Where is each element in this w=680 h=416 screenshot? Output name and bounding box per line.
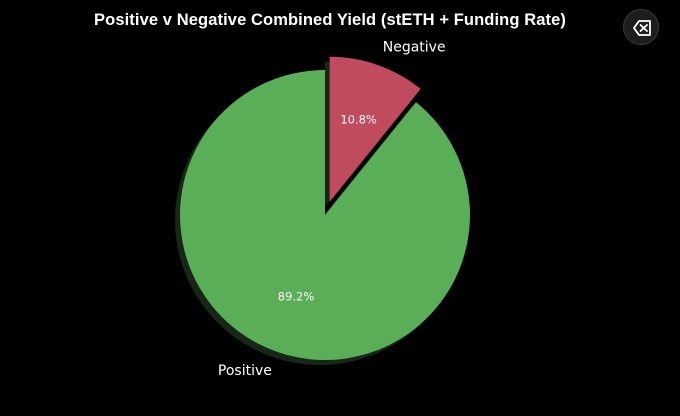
slice-label-positive: Positive (218, 363, 272, 379)
slice-percent-positive: 89.2% (278, 290, 315, 304)
chart-title: Positive v Negative Combined Yield (stET… (94, 11, 566, 29)
expand-collapse-icon (633, 20, 651, 36)
slice-percent-negative: 10.8% (340, 112, 377, 126)
pie-slice-negative (329, 56, 421, 202)
slice-label-negative: Negative (383, 39, 446, 55)
pie-slice-positive (179, 70, 471, 360)
expand-button[interactable] (623, 9, 659, 45)
